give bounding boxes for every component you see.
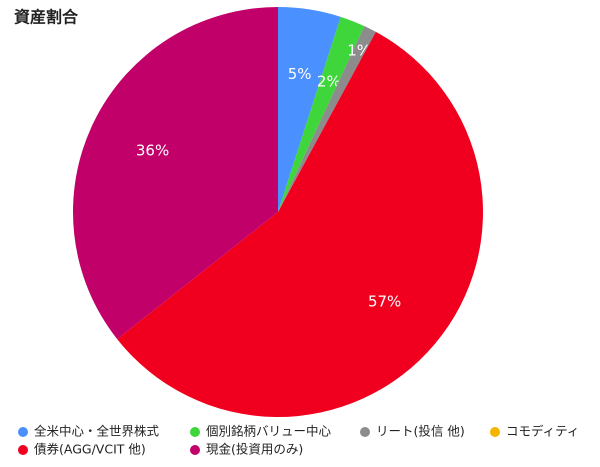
value-label: 2% bbox=[317, 73, 341, 91]
value-label: 57% bbox=[368, 292, 401, 310]
legend-label: コモディティ bbox=[506, 424, 579, 439]
legend-label: 個別銘柄バリュー中心 bbox=[206, 424, 332, 439]
pie-slice bbox=[117, 31, 483, 417]
value-label: 5% bbox=[288, 65, 312, 83]
legend-swatch bbox=[18, 445, 28, 455]
legend-swatch bbox=[190, 427, 200, 437]
legend-label: 現金(投資用のみ) bbox=[206, 442, 303, 457]
legend-swatch bbox=[490, 427, 500, 437]
legend-label: リート(投信 他) bbox=[376, 424, 465, 439]
pie-slice bbox=[278, 16, 365, 213]
legend-label: 全米中心・全世界株式 bbox=[34, 424, 160, 439]
legend-swatch bbox=[360, 427, 370, 437]
pie-slice bbox=[278, 26, 376, 213]
chart-title: 資産割合 bbox=[14, 8, 79, 27]
legend-label: 債券(AGG/VCIT 他) bbox=[34, 442, 146, 457]
value-label: 36% bbox=[136, 142, 169, 160]
legend-swatch bbox=[18, 427, 28, 437]
pie-slice bbox=[278, 7, 341, 212]
legend-swatch bbox=[190, 445, 200, 455]
pie-slice bbox=[73, 7, 278, 340]
